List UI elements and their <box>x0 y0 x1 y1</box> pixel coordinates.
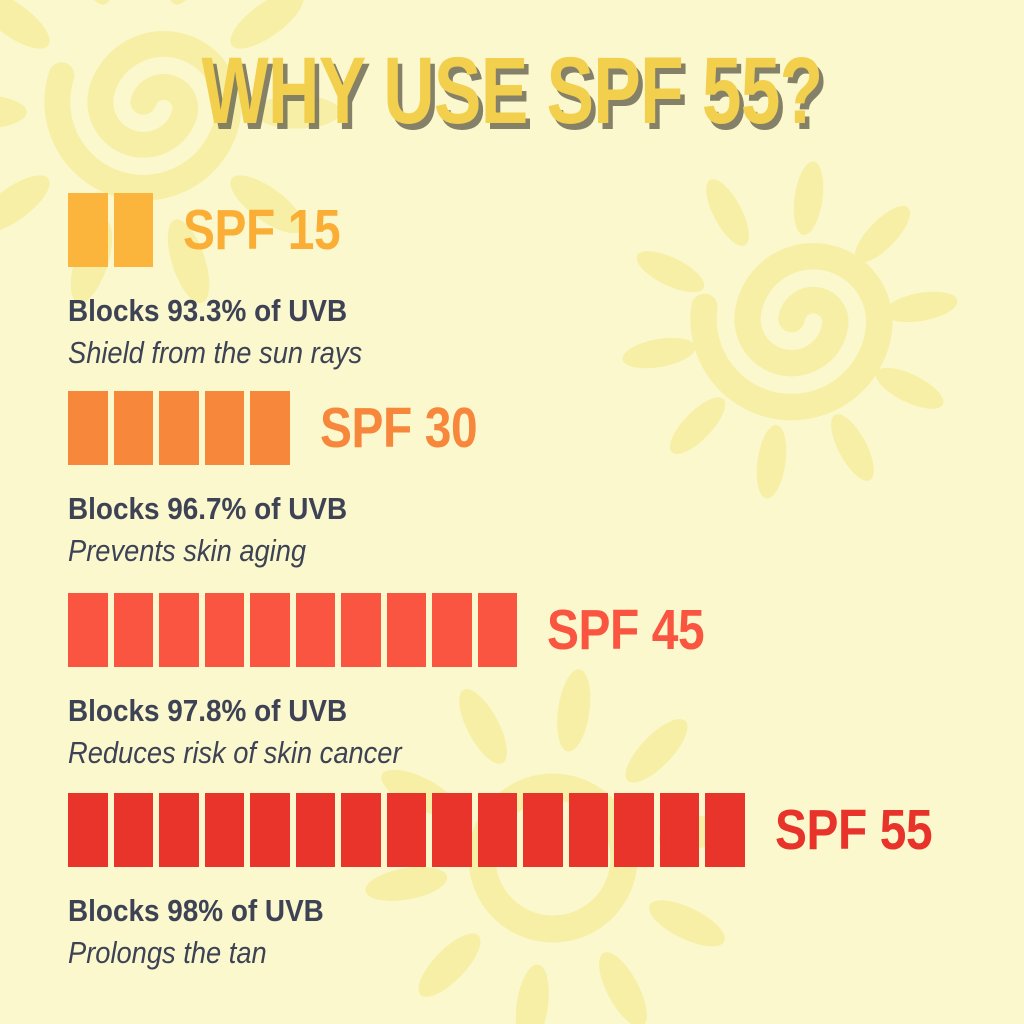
spf-block <box>159 593 199 667</box>
uvb-percent-text: Blocks 93.3% of UVB <box>68 293 348 328</box>
spf-block <box>568 793 608 867</box>
spf-block <box>477 793 517 867</box>
spf-block <box>204 593 244 667</box>
spf-section-spf-55: SPF 55 Blocks 98% of UVB Prolongs the ta… <box>68 793 1024 971</box>
spf-block <box>68 793 108 867</box>
spf-block <box>159 793 199 867</box>
spf-block <box>250 593 290 667</box>
spf-section-spf-30: SPF 30 Blocks 96.7% of UVB Prevents skin… <box>68 391 1024 569</box>
spf-block <box>68 391 108 465</box>
benefit-text: Prevents skin aging <box>68 533 307 568</box>
spf-block <box>250 391 290 465</box>
spf-section-spf-45: SPF 45 Blocks 97.8% of UVB Reduces risk … <box>68 593 1024 771</box>
spf-label-spf-30: SPF 30 <box>319 395 478 460</box>
spf-bar: SPF 15 <box>68 193 1024 267</box>
spf-block <box>113 391 153 465</box>
spf-label-spf-15: SPF 15 <box>183 197 341 262</box>
spf-block <box>250 793 290 867</box>
spf-block <box>204 391 244 465</box>
spf-block <box>386 593 426 667</box>
benefit-text: Reduces risk of skin cancer <box>68 735 402 770</box>
benefit-text: Shield from the sun rays <box>68 335 363 370</box>
spf-bar: SPF 30 <box>68 391 1024 465</box>
uvb-percent-text: Blocks 96.7% of UVB <box>68 491 348 526</box>
spf-block <box>341 593 381 667</box>
page-title-wrap: WHY USE SPF 55? <box>0 44 1024 139</box>
spf-label-spf-55: SPF 55 <box>774 797 933 862</box>
spf-block <box>341 793 381 867</box>
spf-label-spf-45: SPF 45 <box>547 597 705 662</box>
spf-block <box>477 593 517 667</box>
spf-block <box>68 593 108 667</box>
spf-block <box>523 793 563 867</box>
spf-bar: SPF 45 <box>68 593 1024 667</box>
spf-block <box>159 391 199 465</box>
spf-block <box>295 593 335 667</box>
spf-block <box>113 793 153 867</box>
spf-block <box>295 793 335 867</box>
spf-section-spf-15: SPF 15 Blocks 93.3% of UVB Shield from t… <box>68 193 1024 371</box>
uvb-percent-text: Blocks 97.8% of UVB <box>68 693 348 728</box>
spf-block <box>432 593 472 667</box>
page-title: WHY USE SPF 55? <box>201 38 824 144</box>
benefit-text: Prolongs the tan <box>68 935 267 970</box>
spf-block <box>113 193 153 267</box>
spf-block <box>659 793 699 867</box>
spf-block <box>614 793 654 867</box>
spf-block <box>68 193 108 267</box>
spf-bar: SPF 55 <box>68 793 1024 867</box>
spf-block <box>204 793 244 867</box>
spf-block <box>432 793 472 867</box>
spf-block <box>705 793 745 867</box>
spf-block <box>386 793 426 867</box>
uvb-percent-text: Blocks 98% of UVB <box>68 893 324 928</box>
spf-block <box>113 593 153 667</box>
